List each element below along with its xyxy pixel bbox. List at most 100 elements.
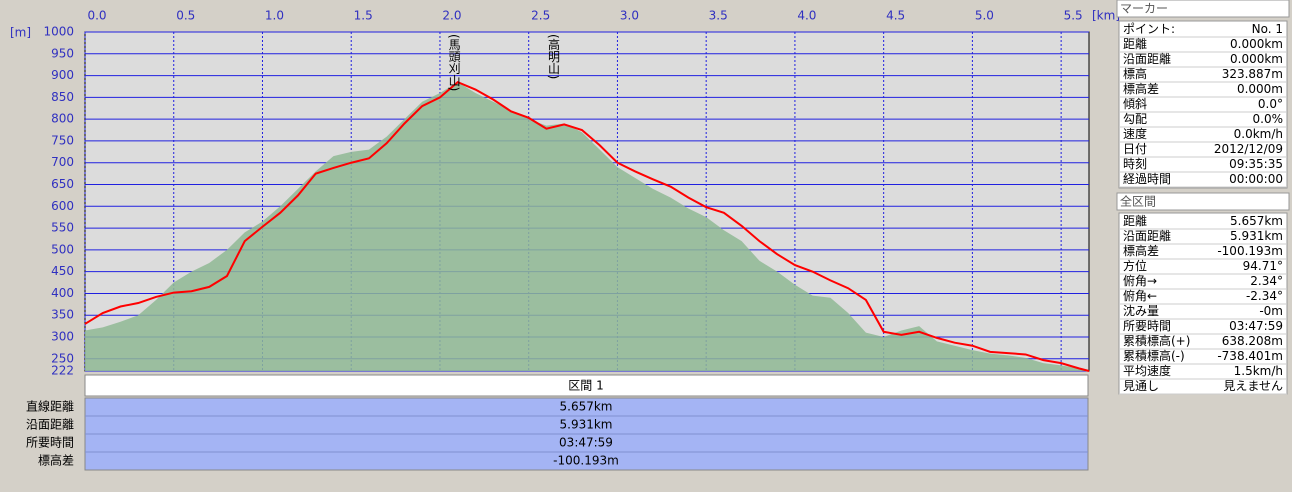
x-tick-label: 1.0: [265, 9, 284, 23]
panel-value: 2.34°: [1250, 274, 1283, 288]
panel-label: 勾配: [1123, 112, 1147, 126]
x-tick-label: 3.5: [709, 9, 728, 23]
section-header-box: [84, 374, 1089, 397]
section-value: 03:47:59: [559, 436, 613, 450]
panel-value: 2012/12/09: [1214, 142, 1283, 156]
panel-value: -2.34°: [1246, 289, 1283, 303]
total-title-box: [1116, 192, 1290, 211]
y-tick-label: 250: [51, 351, 74, 365]
plot: (馬頭刈山) (高明山): [84, 31, 1090, 372]
y-tick-label: 300: [51, 330, 74, 344]
panel-label: 平均速度: [1123, 363, 1171, 378]
panel-value: 638.208m: [1222, 334, 1283, 348]
x-tick-label: 4.5: [886, 9, 905, 23]
panel-label: 距離: [1123, 214, 1147, 228]
x-tick-label: 0.0: [87, 9, 106, 23]
panel-label: ポイント:: [1123, 22, 1175, 36]
panel-label: 時刻: [1123, 157, 1147, 171]
x-tick-label: 5.5: [1064, 9, 1083, 23]
panel-label: 見通し: [1123, 379, 1159, 393]
x-tick-label: 2.5: [531, 9, 550, 23]
route-line: [84, 80, 1090, 372]
panel-label: 速度: [1123, 126, 1147, 141]
y-tick-label: 700: [51, 155, 74, 169]
y-unit: [m]: [10, 26, 31, 40]
y-tick-label: 650: [51, 177, 74, 191]
terrain-area: [85, 82, 1089, 371]
panel-value: 0.000km: [1230, 52, 1283, 66]
section-header: 区間 1: [568, 379, 603, 393]
section-value: 5.657km: [560, 400, 613, 414]
section-label: 所要時間: [26, 436, 74, 450]
panel-label: 沿面距離: [1123, 229, 1171, 243]
x-tick-label: 0.5: [176, 9, 195, 23]
section-label: 直線距離: [26, 399, 74, 414]
y-tick-label: 600: [51, 199, 74, 213]
panel-label: 沿面距離: [1123, 52, 1171, 66]
panel-value: 0.0°: [1258, 97, 1283, 111]
x-tick-label: 4.0: [797, 9, 816, 23]
y-tick-label: 750: [51, 133, 74, 147]
panel-label: 経過時間: [1123, 172, 1171, 186]
x-unit: [km]: [1092, 9, 1120, 23]
panel-label: 俯角→: [1123, 273, 1157, 288]
y-tick-label: 500: [51, 242, 74, 256]
section-label: 標高差: [38, 453, 74, 468]
panel-value: 0.0km/h: [1234, 127, 1283, 141]
marker-title-box: [1116, 0, 1290, 18]
panel-value: 323.887m: [1222, 67, 1283, 81]
y-tick-label: 950: [51, 46, 74, 60]
panel-value: 94.71°: [1243, 259, 1283, 273]
panel-value: 00:00:00: [1229, 172, 1283, 186]
panel-label: 方位: [1123, 258, 1147, 273]
y-tick-label: 222: [51, 364, 74, 378]
panel-label: 標高: [1123, 66, 1147, 81]
panel-value: 5.931km: [1230, 229, 1283, 243]
y-tick-label: 800: [51, 112, 74, 126]
marker-title: マーカー: [1120, 2, 1168, 16]
y-tick-label: 450: [51, 264, 74, 278]
x-tick-label: 1.5: [354, 9, 373, 23]
panel-label: 所要時間: [1123, 319, 1171, 333]
x-tick-label: 3.0: [620, 9, 639, 23]
panel-label: 累積標高(-): [1123, 348, 1185, 363]
panel-label: 沈み量: [1123, 303, 1159, 318]
panel-value: 09:35:35: [1229, 157, 1283, 171]
panel-value: -738.401m: [1217, 349, 1283, 363]
section-table: 直線距離 5.657km 沿面距離 5.931km 所要時間 03:47:59 標高差 -10…: [26, 399, 1088, 468]
y-tick-label: 350: [51, 308, 74, 322]
panel-value: No. 1: [1252, 22, 1283, 36]
x-tick-label: 5.0: [975, 9, 994, 23]
peak-label: (高明山): [547, 34, 561, 79]
panel-label: 標高差: [1123, 81, 1159, 96]
panel-label: 俯角←: [1123, 288, 1157, 303]
panel-label: 標高差: [1123, 243, 1159, 258]
marker-box: [1118, 20, 1288, 189]
panel-value: -0m: [1259, 304, 1283, 318]
panel-value: 0.0%: [1253, 112, 1284, 126]
y-tick-label: 1000: [43, 25, 74, 39]
x-tick-label: 2.0: [442, 9, 461, 23]
peak-label: (馬頭刈山): [447, 34, 461, 91]
panel-value: 1.5km/h: [1234, 364, 1283, 378]
total-title: 全区間: [1120, 194, 1156, 209]
y-tick-label: 550: [51, 221, 74, 235]
section-value: -100.193m: [553, 454, 619, 468]
y-tick-label: 900: [51, 68, 74, 82]
panel-value: 03:47:59: [1229, 319, 1283, 333]
y-tick-label: 850: [51, 90, 74, 104]
section-value: 5.931km: [560, 418, 613, 432]
panel-value: 見えません: [1223, 379, 1283, 393]
panel-value: 5.657km: [1230, 214, 1283, 228]
panel-value: 0.000m: [1237, 82, 1283, 96]
panel-label: 距離: [1123, 37, 1147, 51]
y-tick-label: 400: [51, 286, 74, 300]
panel-label: 傾斜: [1123, 97, 1147, 111]
panel-value: 0.000km: [1230, 37, 1283, 51]
panel-value: -100.193m: [1217, 244, 1283, 258]
panel-label: 累積標高(+): [1123, 333, 1190, 348]
panel-label: 日付: [1123, 142, 1147, 156]
panels: ポイント: No. 1 距離 0.000km 沿面距離 0.000km 標高 323.887m…: [1119, 22, 1287, 395]
